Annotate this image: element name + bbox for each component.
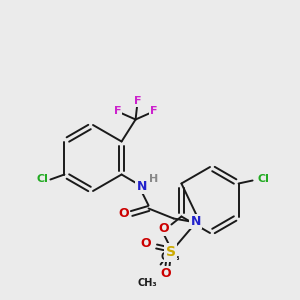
- Text: H: H: [149, 175, 158, 184]
- Text: O: O: [160, 267, 171, 280]
- Text: F: F: [134, 97, 141, 106]
- Text: O: O: [158, 222, 169, 235]
- Text: F: F: [150, 106, 157, 116]
- Text: O: O: [118, 207, 129, 220]
- Text: Cl: Cl: [37, 175, 48, 184]
- Text: CH₃: CH₃: [160, 251, 180, 262]
- Text: Cl: Cl: [258, 173, 269, 184]
- Text: N: N: [190, 215, 201, 228]
- Text: CH₃: CH₃: [138, 278, 158, 287]
- Text: O: O: [140, 237, 151, 250]
- Text: S: S: [166, 244, 176, 259]
- Text: F: F: [114, 106, 121, 116]
- Text: N: N: [136, 180, 147, 193]
